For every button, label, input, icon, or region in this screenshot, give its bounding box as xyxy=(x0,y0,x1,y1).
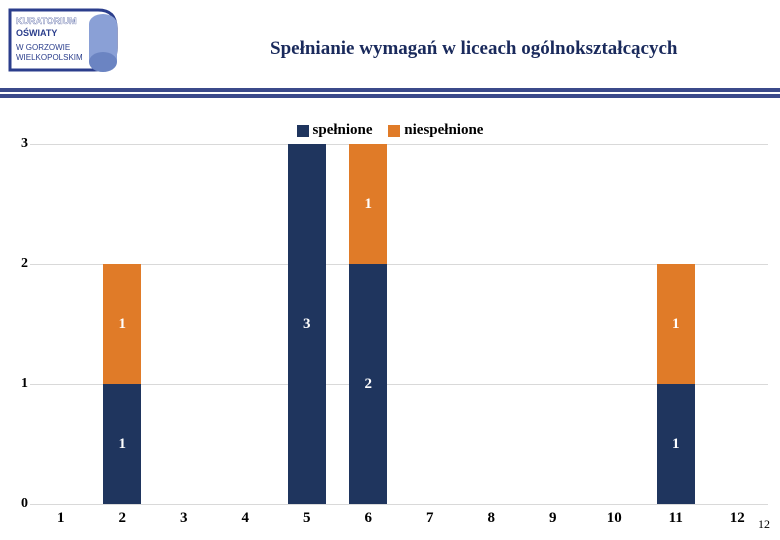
bar-chart: 0123 1132111 xyxy=(14,144,768,504)
bar-category xyxy=(472,503,510,504)
legend-label: niespełnione xyxy=(404,122,483,138)
bar-category xyxy=(411,503,449,504)
x-axis-tick-label: 4 xyxy=(226,510,264,527)
legend-swatch xyxy=(297,125,309,137)
y-axis-tick-label: 1 xyxy=(14,376,28,392)
x-axis-tick-label: 11 xyxy=(657,510,695,527)
bar-segment: 1 xyxy=(657,264,695,384)
bar-segment: 1 xyxy=(657,384,695,504)
bar-category xyxy=(165,503,203,504)
svg-text:OŚWIATY: OŚWIATY xyxy=(16,27,57,38)
bar-segment: 2 xyxy=(349,264,387,504)
svg-text:W GORZOWIE: W GORZOWIE xyxy=(16,43,70,52)
x-axis-tick-label: 12 xyxy=(718,510,756,527)
grid-line xyxy=(30,504,768,505)
svg-text:KURATORIUM: KURATORIUM xyxy=(16,16,77,26)
bar-category xyxy=(595,503,633,504)
x-axis-tick-label: 2 xyxy=(103,510,141,527)
x-axis-labels: 123456789101112 xyxy=(14,510,768,530)
x-axis-tick-label: 5 xyxy=(288,510,326,527)
bar-category xyxy=(718,503,756,504)
bar-segment: 1 xyxy=(349,144,387,264)
bar-category: 11 xyxy=(657,264,695,504)
x-axis-tick-label: 1 xyxy=(42,510,80,527)
y-axis-tick-label: 2 xyxy=(14,256,28,272)
slide-number: 12 xyxy=(758,517,770,532)
x-axis-tick-label: 10 xyxy=(595,510,633,527)
legend-item-spelnione: spełnione xyxy=(297,122,373,139)
header-rule-1 xyxy=(0,88,780,92)
chart-legend: spełnione niespełnione xyxy=(0,122,780,139)
bar-category xyxy=(42,503,80,504)
bar-segment: 1 xyxy=(103,384,141,504)
x-axis-tick-label: 8 xyxy=(472,510,510,527)
bar-category xyxy=(226,503,264,504)
bar-segment: 3 xyxy=(288,144,326,504)
bar-category: 11 xyxy=(103,264,141,504)
x-axis-tick-label: 7 xyxy=(411,510,449,527)
legend-label: spełnione xyxy=(313,122,373,138)
svg-text:WIELKOPOLSKIM: WIELKOPOLSKIM xyxy=(16,53,83,62)
bar-category: 3 xyxy=(288,144,326,504)
page-title: Spełnianie wymagań w liceach ogólnokszta… xyxy=(270,38,677,60)
logo: KURATORIUM OŚWIATY W GORZOWIE WIELKOPOLS… xyxy=(8,8,123,88)
grid-line xyxy=(30,144,768,145)
x-axis-tick-label: 3 xyxy=(165,510,203,527)
bar-category xyxy=(534,503,572,504)
x-axis-tick-label: 6 xyxy=(349,510,387,527)
bar-category: 21 xyxy=(349,144,387,504)
y-axis-tick-label: 3 xyxy=(14,136,28,152)
plot-area: 1132111 xyxy=(30,144,768,504)
bar-segment: 1 xyxy=(103,264,141,384)
x-axis-tick-label: 9 xyxy=(534,510,572,527)
legend-item-niespelnione: niespełnione xyxy=(388,122,483,139)
header-rule-2 xyxy=(0,94,780,98)
header: KURATORIUM OŚWIATY W GORZOWIE WIELKOPOLS… xyxy=(0,0,780,100)
legend-swatch xyxy=(388,125,400,137)
